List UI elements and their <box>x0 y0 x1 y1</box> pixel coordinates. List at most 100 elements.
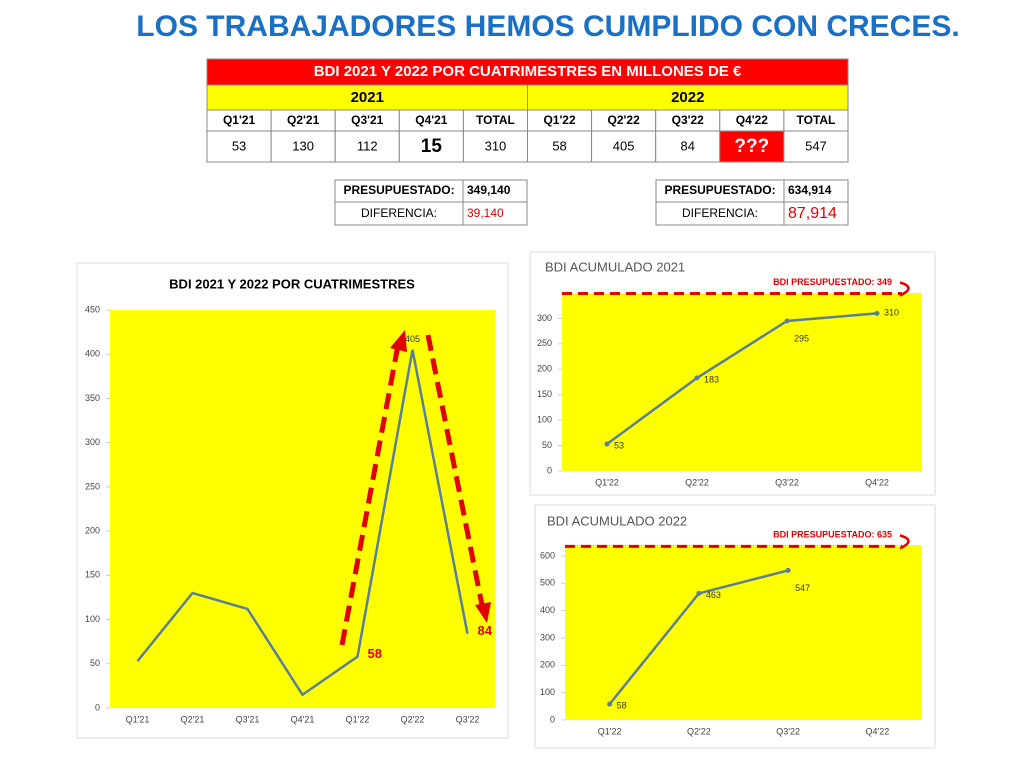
diff-value: 87,914 <box>788 205 837 222</box>
trend-arrowhead <box>390 330 407 352</box>
diff-value: 39,140 <box>467 206 504 220</box>
data-cell <box>270 130 336 163</box>
value-label: 405 <box>405 334 420 344</box>
x-tick-label: Q3'22 <box>776 726 800 736</box>
value-label: 53 <box>614 440 624 450</box>
budget-value: 634,914 <box>788 183 832 197</box>
y-tick-label: 100 <box>85 614 100 624</box>
x-tick-label: Q3'21 <box>236 714 260 724</box>
plot-area <box>562 293 922 471</box>
y-tick-label: 100 <box>540 687 555 697</box>
data-cell <box>334 130 400 163</box>
point <box>694 375 700 381</box>
chart-title: BDI ACUMULADO 2021 <box>545 259 685 274</box>
x-tick-label: Q1'22 <box>598 726 622 736</box>
x-tick-label: Q2'21 <box>181 714 205 724</box>
diff-label: DIFERENCIA: <box>682 206 758 220</box>
plot-area <box>565 545 922 720</box>
value-label: 58 <box>368 646 382 661</box>
data-value: 130 <box>292 138 314 153</box>
y-tick-label: 400 <box>540 605 555 615</box>
y-tick-label: 200 <box>537 364 552 374</box>
y-tick-label: 0 <box>547 465 552 475</box>
x-tick-label: Q3'22 <box>775 477 799 487</box>
point <box>784 318 790 324</box>
group-label: 2022 <box>671 89 704 106</box>
y-tick-label: 200 <box>85 525 100 535</box>
data-cell <box>591 130 657 163</box>
series-line <box>136 349 469 697</box>
y-tick-label: 200 <box>540 660 555 670</box>
y-tick-label: 400 <box>85 349 100 359</box>
value-label: 295 <box>794 333 809 343</box>
trend-arrowhead <box>475 602 491 623</box>
y-tick-label: 150 <box>537 389 552 399</box>
data-value: 112 <box>357 138 378 153</box>
value-label: 58 <box>617 701 627 711</box>
budget-label: PRESUPUESTADO: <box>343 183 454 197</box>
point <box>874 310 880 316</box>
header-label: Q1'22 <box>543 113 576 127</box>
x-tick-label: Q1'21 <box>126 714 150 724</box>
y-tick-label: 0 <box>550 714 555 724</box>
y-tick-label: 250 <box>537 338 552 348</box>
header-label: Q2'22 <box>608 113 641 127</box>
data-cell <box>719 130 785 163</box>
plot-area <box>110 310 495 708</box>
y-tick-label: 150 <box>85 570 100 580</box>
data-value: 84 <box>681 138 695 153</box>
point <box>785 567 791 573</box>
group-label: 2021 <box>351 89 384 106</box>
x-tick-label: Q2'22 <box>401 714 425 724</box>
data-value: ??? <box>734 136 769 157</box>
y-tick-label: 300 <box>85 437 100 447</box>
x-tick-label: Q1'22 <box>346 714 370 724</box>
chart-title: BDI 2021 Y 2022 POR CUATRIMESTRES <box>169 276 415 291</box>
diff-label: DIFERENCIA: <box>361 206 437 220</box>
x-tick-label: Q3'22 <box>456 714 480 724</box>
series-line <box>606 312 878 446</box>
header-label: Q4'22 <box>736 113 769 127</box>
y-tick-label: 450 <box>85 304 100 314</box>
point <box>604 441 610 447</box>
page-title: LOS TRABAJADORES HEMOS CUMPLIDO CON CREC… <box>136 10 959 43</box>
header-label: Q2'21 <box>287 113 320 127</box>
data-cell <box>655 130 721 163</box>
value-label: 463 <box>706 590 721 600</box>
y-tick-label: 350 <box>85 393 100 403</box>
point <box>696 590 702 596</box>
y-tick-label: 50 <box>542 440 552 450</box>
x-tick-label: Q2'22 <box>687 726 711 736</box>
reference-arrow <box>899 281 910 297</box>
y-tick-label: 500 <box>540 578 555 588</box>
table-title-bg <box>206 58 849 86</box>
header-label: Q3'21 <box>351 113 384 127</box>
trend-arrow <box>425 334 485 606</box>
header-label: TOTAL <box>476 113 515 127</box>
y-tick-label: 50 <box>90 658 100 668</box>
y-tick-label: 600 <box>540 550 555 560</box>
data-value: 58 <box>552 138 566 153</box>
value-label: 310 <box>884 308 899 318</box>
data-cell <box>206 130 272 163</box>
budget-value: 349,140 <box>467 183 511 197</box>
header-label: Q1'21 <box>223 113 256 127</box>
data-value: 15 <box>421 136 443 157</box>
header-label: Q4'21 <box>415 113 448 127</box>
chart-title: BDI ACUMULADO 2022 <box>547 513 687 528</box>
x-tick-label: Q4'22 <box>866 726 890 736</box>
reference-label: BDI PRESUPUESTADO: 349 <box>773 277 892 287</box>
data-value: 547 <box>805 138 827 153</box>
y-tick-label: 300 <box>537 313 552 323</box>
x-tick-label: Q1'22 <box>595 477 619 487</box>
data-cell <box>783 130 849 163</box>
x-tick-label: Q4'22 <box>865 477 889 487</box>
budget-label: PRESUPUESTADO: <box>664 183 775 197</box>
table-title: BDI 2021 Y 2022 POR CUATRIMESTRES EN MIL… <box>314 63 742 80</box>
reference-label: BDI PRESUPUESTADO: 635 <box>773 530 892 540</box>
y-tick-label: 300 <box>540 632 555 642</box>
data-value: 53 <box>232 138 246 153</box>
x-tick-label: Q2'22 <box>685 477 709 487</box>
data-value: 405 <box>613 138 635 153</box>
